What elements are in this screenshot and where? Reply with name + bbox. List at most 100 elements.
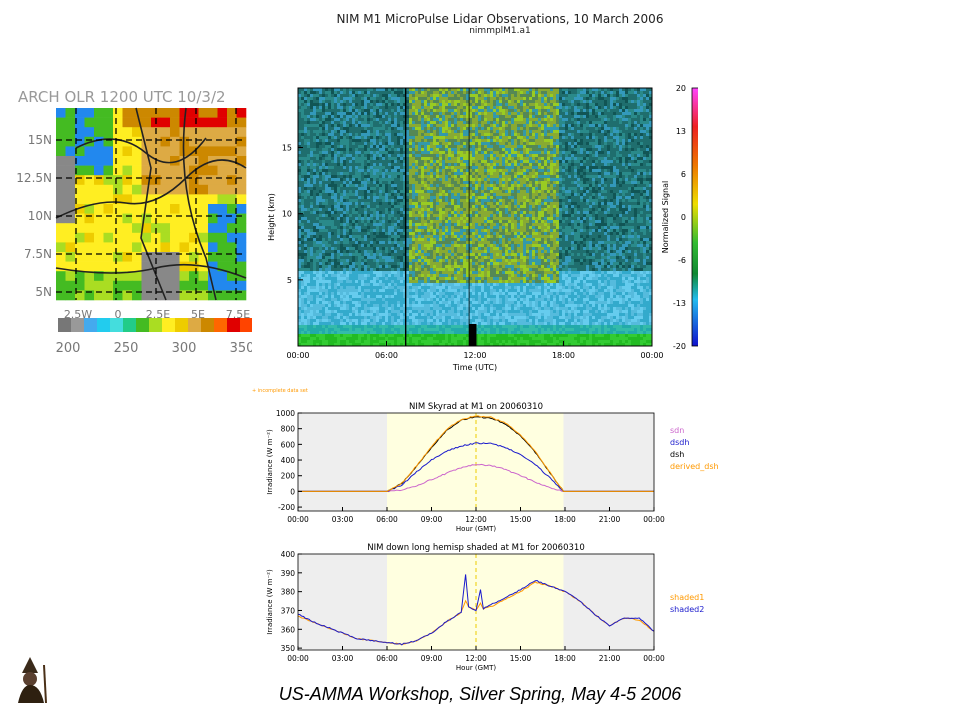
lidar-cell — [430, 142, 434, 146]
lidar-cell — [373, 214, 377, 218]
lidar-cell — [310, 262, 314, 266]
lidar-cell — [427, 331, 431, 335]
lidar-cell — [298, 259, 302, 263]
lidar-cell — [322, 202, 326, 206]
lidar-cell — [322, 157, 326, 161]
lidar-cell — [361, 115, 365, 119]
lidar-cell — [301, 313, 305, 317]
olr-cell — [65, 252, 76, 262]
lidar-cell — [361, 160, 365, 164]
lidar-cell — [346, 166, 350, 170]
lidar-cell — [442, 112, 446, 116]
lidar-cell — [394, 133, 398, 137]
lidar-cell — [442, 340, 446, 344]
lidar-cell — [376, 145, 380, 149]
lidar-cell — [334, 190, 338, 194]
olr-cell — [122, 271, 133, 282]
lidar-cell — [307, 130, 311, 134]
lidar-cell — [325, 214, 329, 218]
lidar-cell — [349, 163, 353, 167]
lidar-cell — [301, 268, 305, 272]
lidar-cell — [361, 262, 365, 266]
lidar-cell — [415, 187, 419, 191]
lidar-cell — [349, 304, 353, 308]
lidar-cell — [370, 97, 374, 101]
lidar-cell — [385, 268, 389, 272]
lidar-cell — [340, 319, 344, 323]
lidar-cell — [316, 325, 320, 329]
lidar-cell — [361, 109, 365, 113]
lidar-cell — [328, 274, 332, 278]
lidar-cell — [346, 184, 350, 188]
lidar-cell — [358, 316, 362, 320]
lidar-cell — [358, 154, 362, 158]
lidar-cell — [430, 91, 434, 95]
olr-cell — [189, 223, 199, 234]
olr-cell — [56, 242, 66, 253]
lidar-cell — [370, 265, 374, 269]
lidar-cell — [361, 265, 365, 269]
lidar-cell — [358, 244, 362, 248]
lidar-cell — [334, 208, 338, 212]
lidar-cell — [415, 337, 419, 341]
lidar-cell — [376, 190, 380, 194]
lidar-cell — [322, 217, 326, 221]
lidar-cell — [397, 340, 401, 344]
lidar-cell — [388, 223, 392, 227]
lidar-cell — [424, 328, 428, 332]
lidar-cell — [343, 301, 347, 305]
lidar-cell — [349, 313, 353, 317]
lidar-cell — [340, 292, 344, 296]
lidar-cell — [367, 223, 371, 227]
lidar-cell — [439, 244, 443, 248]
lidar-cell — [304, 331, 308, 335]
lidar-cell — [361, 127, 365, 131]
lidar-cell — [361, 298, 365, 302]
lidar-cell — [352, 247, 356, 251]
lidar-cell — [364, 289, 368, 293]
lidar-cell — [313, 334, 317, 338]
lidar-cell — [424, 289, 428, 293]
lidar-cell — [322, 235, 326, 239]
lidar-cell — [304, 211, 308, 215]
lidar-cell — [421, 229, 425, 233]
lidar-cell — [325, 157, 329, 161]
lidar-cell — [304, 316, 308, 320]
lidar-cell — [412, 331, 416, 335]
lidar-cell — [364, 322, 368, 326]
olr-cell — [65, 290, 76, 301]
lidar-cell — [394, 166, 398, 170]
lidar-cell — [358, 292, 362, 296]
lidar-cell — [331, 145, 335, 149]
olr-cell — [179, 204, 190, 214]
lidar-cell — [355, 169, 359, 173]
lidar-cell — [340, 115, 344, 119]
olr-cell — [198, 108, 209, 118]
olr-cell — [122, 290, 133, 301]
lidar-cell — [391, 145, 395, 149]
lidar-cell — [331, 208, 335, 212]
lidar-cell — [364, 268, 368, 272]
lidar-cell — [367, 94, 371, 98]
lidar-cell — [418, 256, 422, 260]
lidar-cell — [367, 316, 371, 320]
lidar-cell — [379, 292, 383, 296]
lidar-cell — [448, 289, 452, 293]
lidar-cell — [418, 118, 422, 122]
lidar-cell — [397, 163, 401, 167]
lidar-cell — [346, 91, 350, 95]
lidar-cell — [391, 223, 395, 227]
lidar-cell — [379, 121, 383, 125]
lidar-cell — [388, 298, 392, 302]
olr-cell — [94, 252, 104, 262]
lidar-cell — [412, 97, 416, 101]
lidar-cell — [451, 328, 455, 332]
lidar-cell — [382, 319, 386, 323]
olr-cell — [132, 184, 142, 195]
lidar-cell — [421, 160, 425, 164]
lidar-cell — [433, 160, 437, 164]
lidar-cell — [298, 187, 302, 191]
lidar-cell — [400, 145, 404, 149]
lidar-cell — [307, 205, 311, 209]
lidar-cell — [349, 157, 353, 161]
